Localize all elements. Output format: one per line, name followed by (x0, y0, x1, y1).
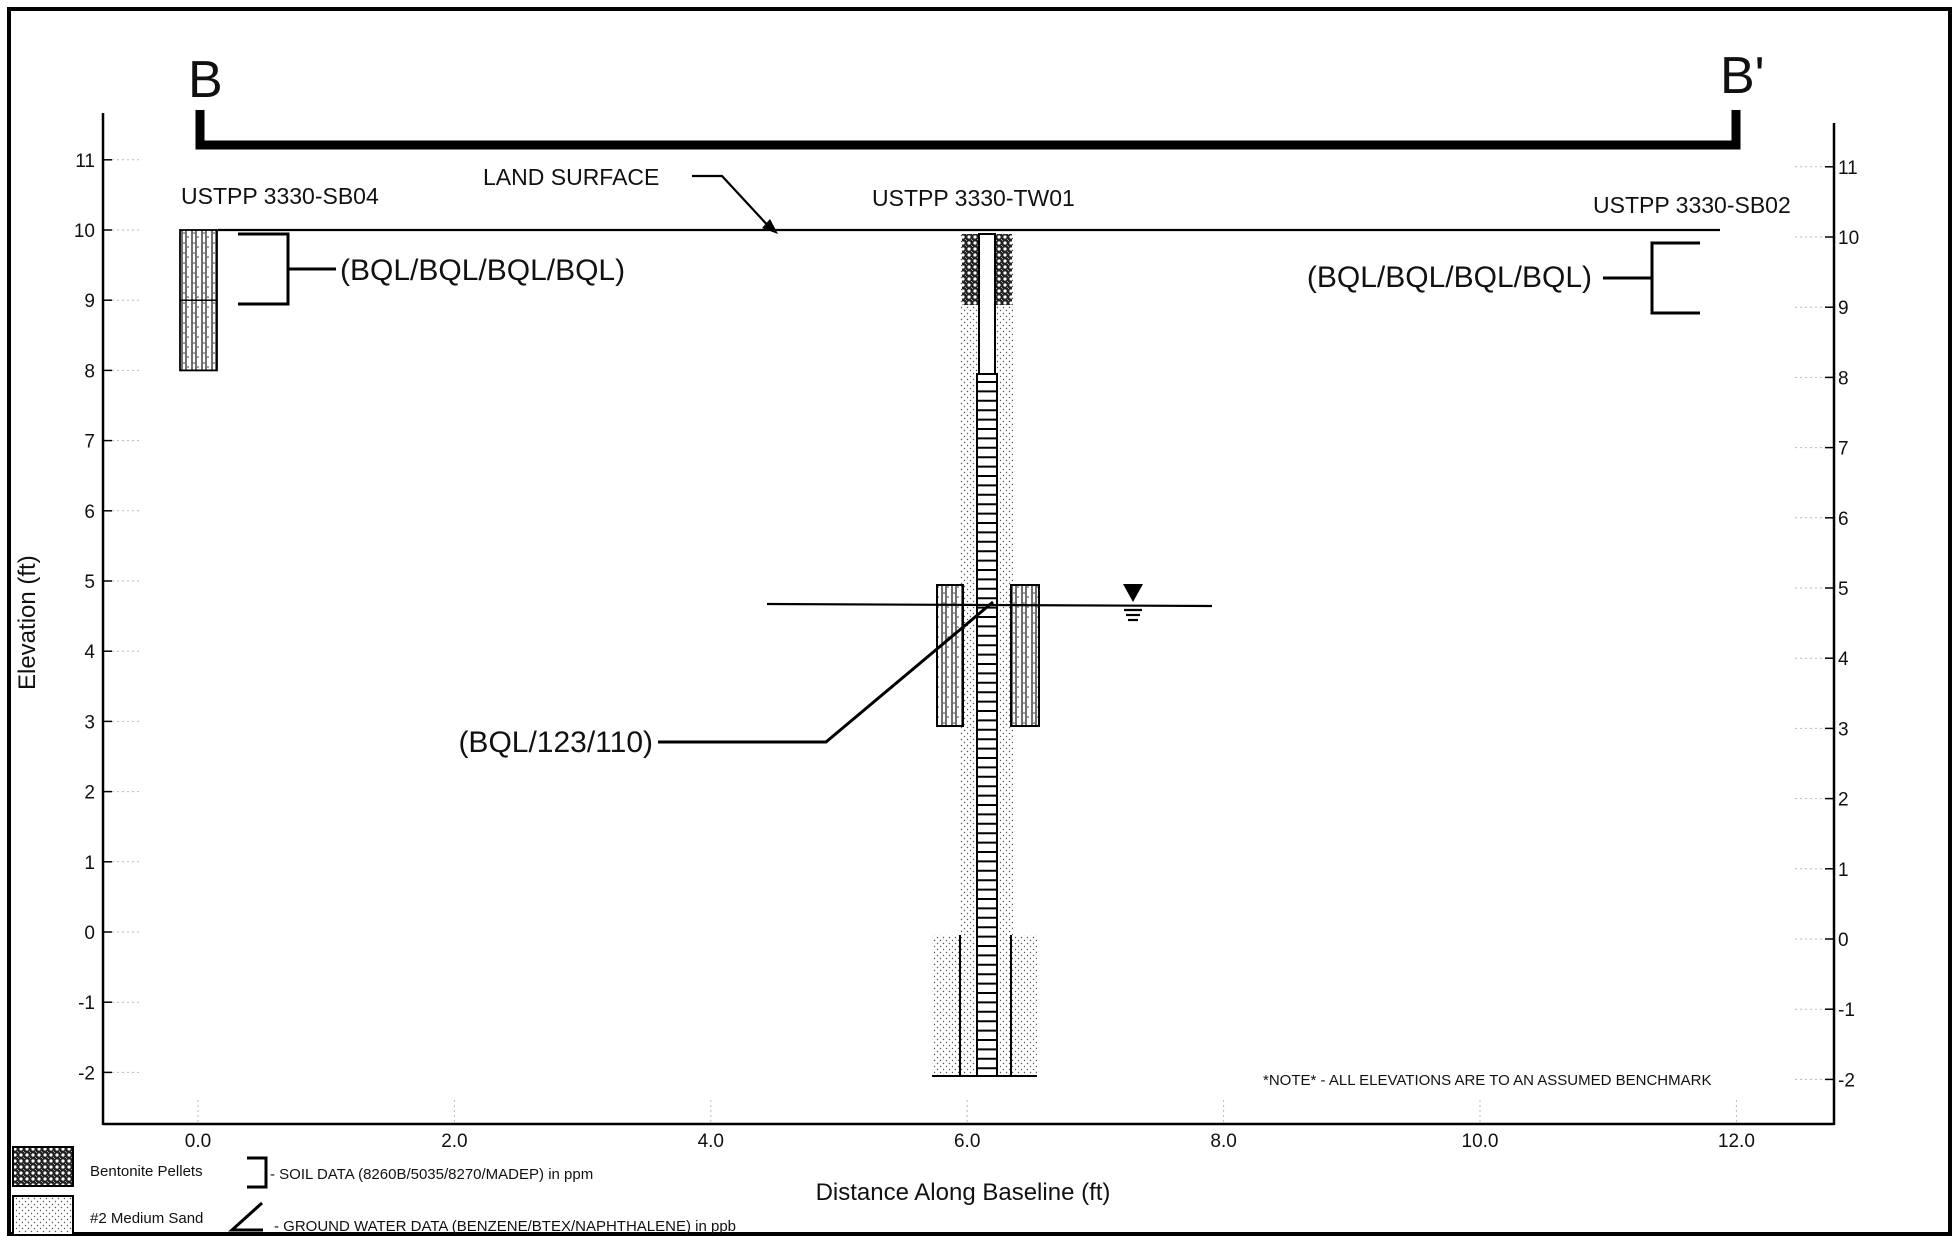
section-line-b-b-prime: B B' (188, 47, 1765, 150)
well-screen (976, 373, 998, 1077)
soil-data-bracket-sb02 (1603, 241, 1700, 315)
screen-slots (978, 381, 996, 1070)
legend-groundwater-leader-icon (228, 1201, 264, 1232)
well-riser (978, 233, 996, 375)
y-tick-label-left: 0 (84, 923, 95, 944)
benchmark-note: *NOTE* - ALL ELEVATIONS ARE TO AN ASSUME… (1263, 1072, 1711, 1089)
y-tick-label-right: 2 (1838, 790, 1849, 811)
y-tick-label-left: 9 (84, 291, 95, 312)
y-tick-label-left: -1 (78, 993, 95, 1014)
y-tick-label-right: 3 (1838, 719, 1849, 740)
well-label-sb04: USTPP 3330-SB04 (181, 183, 379, 209)
y-tick-label-right: 5 (1838, 579, 1849, 600)
section-end-label: B' (1720, 47, 1765, 105)
soil-data-sb02: (BQL/BQL/BQL/BQL) (1307, 261, 1592, 294)
well-label-sb02: USTPP 3330-SB02 (1593, 192, 1791, 218)
x-axis-title: Distance Along Baseline (ft) (816, 1179, 1111, 1206)
y-tick-label-right: -2 (1838, 1070, 1855, 1091)
x-tick-label: 6.0 (954, 1131, 980, 1152)
x-tick-label: 2.0 (441, 1131, 467, 1152)
legend: Bentonite Pellets #2 Medium Sand - SOIL … (12, 1146, 736, 1236)
y-tick-label-right: 7 (1838, 439, 1849, 460)
legend-groundwater-data: - GROUND WATER DATA (BENZENE/BTEX/NAPHTH… (274, 1218, 736, 1235)
well-tw01 (932, 233, 1040, 1077)
x-tick-label: 8.0 (1210, 1131, 1236, 1152)
y-tick-label-left: 1 (84, 853, 95, 874)
x-tick-label: 10.0 (1462, 1131, 1499, 1152)
legend-soil-bracket-icon (247, 1156, 268, 1189)
y-tick-label-right: 8 (1838, 368, 1849, 389)
sand-interval-right (1011, 935, 1037, 1076)
soil-sample-right (1010, 584, 1040, 727)
y-tick-label-right: 0 (1838, 930, 1849, 951)
land-surface: LAND SURFACE (218, 164, 1720, 234)
x-tick-label: 0.0 (185, 1131, 211, 1152)
x-tick-label: 12.0 (1718, 1131, 1755, 1152)
legend-soil-data: - SOIL DATA (8260B/5035/8270/MADEP) in p… (270, 1166, 593, 1183)
sand-interval-left (932, 935, 962, 1076)
y-tick-label-right: 11 (1838, 158, 1858, 179)
soil-data-sb04: (BQL/BQL/BQL/BQL) (340, 254, 625, 287)
legend-sand-swatch (12, 1195, 74, 1236)
page-frame (7, 7, 1952, 1236)
y-tick-label-right: 9 (1838, 298, 1849, 319)
y-tick-label-left: 5 (84, 572, 95, 593)
y-tick-label-left: 10 (74, 221, 95, 242)
boring-sb04: (BQL/BQL/BQL/BQL) (179, 229, 625, 372)
groundwater-data-tw01: (BQL/123/110) (458, 726, 653, 759)
y-tick-label-left: 3 (84, 712, 95, 733)
land-surface-arrowhead (762, 219, 778, 234)
legend-bentonite-swatch (12, 1146, 74, 1187)
y-tick-label-right: 10 (1838, 228, 1859, 249)
y-axis-title: Elevation (ft) (14, 555, 41, 690)
land-surface-label: LAND SURFACE (483, 164, 659, 190)
y-tick-label-left: -2 (78, 1063, 95, 1084)
y-tick-label-left: 6 (84, 502, 95, 523)
y-tick-label-left: 8 (84, 361, 95, 382)
y-tick-label-right: 6 (1838, 509, 1849, 530)
y-tick-label-left: 4 (84, 642, 95, 663)
y-tick-label-right: -1 (1838, 1000, 1855, 1021)
x-tick-label: 4.0 (698, 1131, 724, 1152)
section-start-label: B (188, 51, 223, 109)
x-axis: 0.02.04.06.08.010.012.014.016.018.020.02… (185, 1100, 1755, 1152)
bentonite-seal-left (962, 234, 979, 305)
land-surface-leader (692, 174, 773, 231)
y-tick-label-right: 1 (1838, 860, 1849, 881)
bentonite-seal-right (995, 234, 1012, 305)
section-line (195, 110, 1741, 150)
plot-frame (101, 113, 1836, 1126)
well-label-tw01: USTPP 3330-TW01 (872, 185, 1075, 211)
legend-bentonite-label: Bentonite Pellets (90, 1163, 203, 1180)
y-tick-label-left: 2 (84, 783, 95, 804)
groundwater-data-leader (658, 600, 994, 744)
y-tick-label-left: 7 (84, 432, 95, 453)
y-tick-label-right: 4 (1838, 649, 1849, 670)
y-axis-left: -2 -1 0 1 2 3 4 5 6 7 8 9 10 11 (74, 151, 140, 1084)
soil-data-bracket-sb04 (238, 232, 336, 306)
soil-sample-left (936, 584, 964, 727)
legend-sand-label: #2 Medium Sand (90, 1210, 203, 1227)
y-tick-label-left: 11 (75, 151, 95, 172)
y-axis-right: -2 -1 0 1 2 3 4 5 6 7 8 9 10 11 (1795, 158, 1859, 1091)
water-table-symbol (1123, 584, 1143, 602)
boring-sb02: (BQL/BQL/BQL/BQL) (1307, 241, 1700, 315)
